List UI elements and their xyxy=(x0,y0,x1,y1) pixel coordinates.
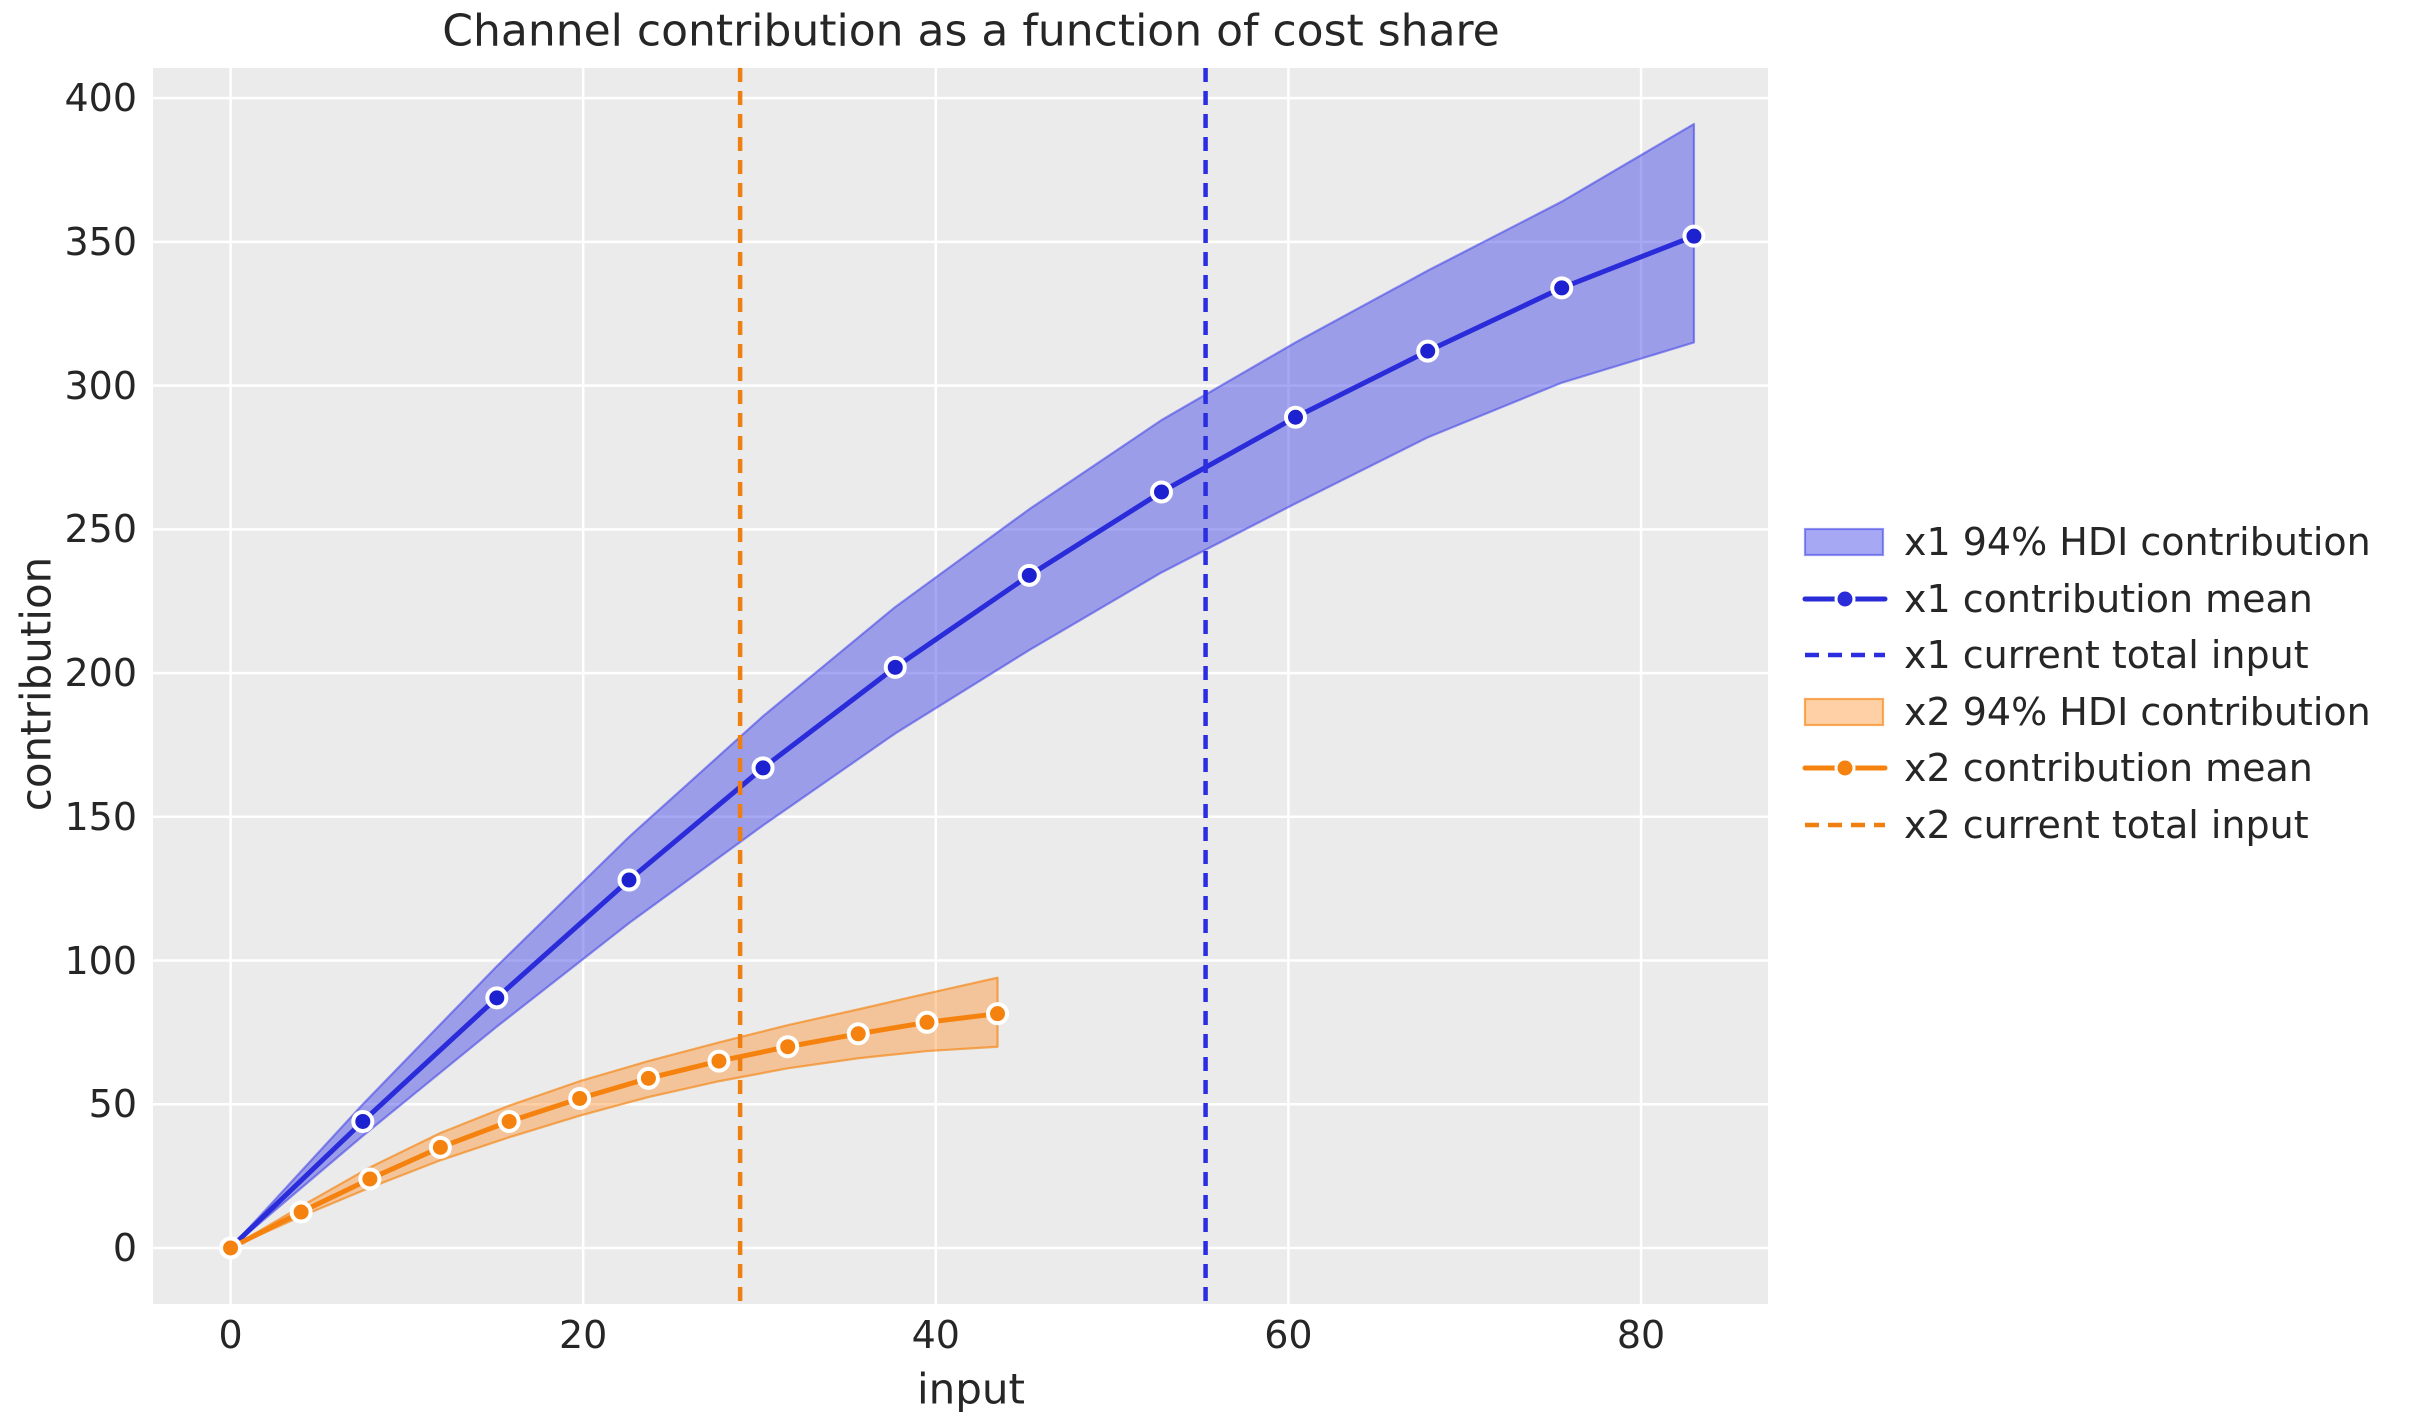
x2-mean-marker xyxy=(289,1200,313,1224)
legend-swatch-dashed-line-icon xyxy=(1805,653,1885,658)
legend-swatch-band-icon xyxy=(1803,697,1885,726)
x1-mean-marker xyxy=(617,868,641,892)
x2-mean-marker xyxy=(707,1049,731,1073)
legend-swatch-dashed-line-icon xyxy=(1805,822,1885,827)
legend-item-x1-hdi: x1 94% HDI contribution xyxy=(1802,514,2371,571)
y-tick-label: 100 xyxy=(64,938,137,983)
x1-mean-line xyxy=(228,233,1697,1251)
x1-mean-marker xyxy=(1550,276,1574,300)
x-axis-label: input xyxy=(916,1364,1026,1414)
x2-mean-marker xyxy=(636,1066,660,1090)
axes-background xyxy=(153,68,1768,1304)
x2-mean-marker xyxy=(358,1167,382,1191)
x2-mean-marker xyxy=(915,1010,939,1034)
x2-mean-marker xyxy=(497,1109,521,1133)
x2-mean-marker xyxy=(986,1002,1010,1026)
y-tick-label: 350 xyxy=(64,219,137,264)
y-tick-label: 250 xyxy=(64,507,137,552)
legend-item-x2-hdi: x2 94% HDI contribution xyxy=(1802,684,2371,741)
legend-label: x1 94% HDI contribution xyxy=(1904,520,2371,565)
legend-label: x1 current total input xyxy=(1904,633,2309,678)
legend-item-x1-mean: x1 contribution mean xyxy=(1802,571,2371,628)
y-tick-label: 400 xyxy=(64,76,137,121)
chart-title: Channel contribution as a function of co… xyxy=(442,5,1500,57)
x-tick-label: 60 xyxy=(1264,1313,1313,1357)
legend-item-x2-mean: x2 contribution mean xyxy=(1802,740,2371,797)
x1-mean-marker xyxy=(1682,224,1706,248)
x2-mean-marker xyxy=(776,1035,800,1059)
y-tick-label: 150 xyxy=(64,794,137,839)
legend-label: x2 current total input xyxy=(1904,802,2309,847)
x2-mean-marker xyxy=(568,1086,592,1110)
x-tick-label: 20 xyxy=(559,1313,608,1357)
legend-swatch-line-marker-icon xyxy=(1802,588,1888,610)
legend-label: x1 contribution mean xyxy=(1904,576,2313,621)
y-tick-label: 0 xyxy=(112,1225,137,1270)
x1-mean-marker xyxy=(1283,405,1307,429)
y-tick-label: 200 xyxy=(64,651,137,696)
x1-mean-marker xyxy=(751,756,775,780)
legend-item-x1-input: x1 current total input xyxy=(1802,627,2371,684)
x1-mean-marker xyxy=(485,986,509,1010)
x1-mean-marker xyxy=(1017,563,1041,587)
y-tick-label: 50 xyxy=(88,1082,137,1127)
x2-mean-line xyxy=(228,1011,1001,1251)
x-tick-label: 0 xyxy=(218,1313,243,1357)
legend-label: x2 94% HDI contribution xyxy=(1904,689,2371,734)
legend-label: x2 contribution mean xyxy=(1904,746,2313,791)
x1-mean-marker xyxy=(351,1109,375,1133)
x1-mean-marker xyxy=(1416,339,1440,363)
legend: x1 94% HDI contribution x1 contribution m… xyxy=(1802,514,2371,853)
x2-mean-marker xyxy=(846,1022,870,1046)
legend-item-x2-input: x2 current total input xyxy=(1802,797,2371,854)
x1-mean-marker xyxy=(883,655,907,679)
x2-mean-marker xyxy=(428,1135,452,1159)
x2-mean-marker xyxy=(219,1236,243,1260)
y-axis-label: contribution xyxy=(11,556,61,812)
x-tick-label: 40 xyxy=(911,1313,960,1357)
y-tick-label: 300 xyxy=(64,363,137,408)
legend-swatch-band-icon xyxy=(1803,528,1885,557)
x1-mean-marker xyxy=(1149,480,1173,504)
x-tick-label: 80 xyxy=(1616,1313,1666,1357)
legend-swatch-line-marker-icon xyxy=(1802,757,1888,779)
